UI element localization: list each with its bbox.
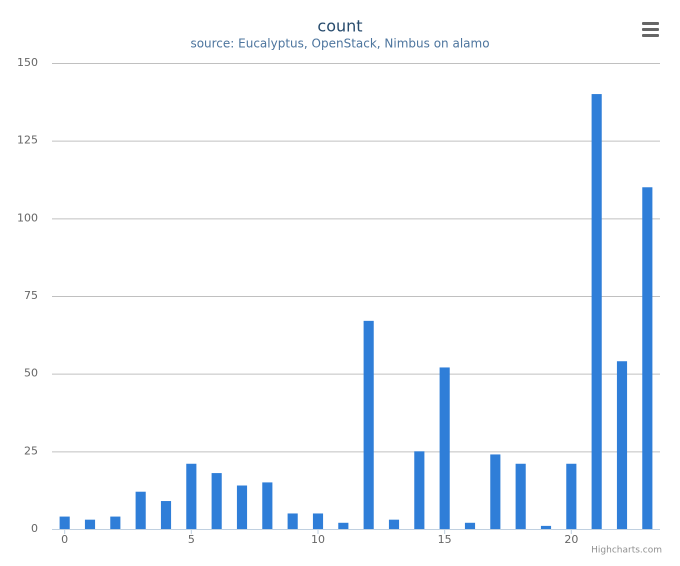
- bar: [642, 187, 653, 529]
- x-tick-label: 10: [311, 533, 325, 546]
- credits[interactable]: Highcharts.com: [591, 546, 662, 556]
- y-tick-label: 25: [24, 444, 38, 457]
- bar: [186, 463, 197, 529]
- bar: [616, 361, 628, 529]
- y-tick-label: 75: [24, 289, 38, 302]
- bar: [540, 525, 552, 529]
- menu-button[interactable]: [642, 22, 659, 37]
- x-tick-label: 15: [438, 533, 452, 546]
- bar: [388, 519, 400, 529]
- bar: [312, 513, 324, 529]
- bar: [59, 516, 70, 529]
- x-tick-label: 5: [188, 533, 195, 546]
- bar: [414, 451, 425, 529]
- menu-bar: [642, 22, 659, 25]
- bar: [262, 482, 273, 529]
- bar: [236, 485, 248, 529]
- bar: [566, 463, 577, 529]
- bar: [490, 454, 501, 529]
- menu-bar: [642, 34, 659, 37]
- menu-bar: [642, 28, 659, 31]
- bar: [363, 320, 374, 529]
- bar: [84, 519, 96, 529]
- x-tick-label: 0: [61, 533, 68, 546]
- bar: [515, 463, 526, 529]
- bar: [110, 516, 121, 529]
- y-tick-label: 125: [17, 134, 38, 147]
- chart-title: count: [317, 17, 362, 36]
- bar: [287, 513, 298, 529]
- bar: [135, 491, 146, 529]
- bar: [338, 522, 349, 529]
- chart-subtitle: source: Eucalyptus, OpenStack, Nimbus on…: [190, 37, 489, 51]
- y-tick-label: 50: [24, 367, 38, 380]
- bar: [160, 501, 172, 529]
- bar: [439, 367, 450, 529]
- bar: [464, 522, 476, 529]
- y-tick-label: 0: [31, 522, 38, 535]
- bar: [591, 94, 602, 530]
- y-tick-label: 150: [17, 56, 38, 69]
- y-tick-label: 100: [17, 211, 38, 224]
- bar: [211, 473, 222, 529]
- x-tick-label: 20: [564, 533, 578, 546]
